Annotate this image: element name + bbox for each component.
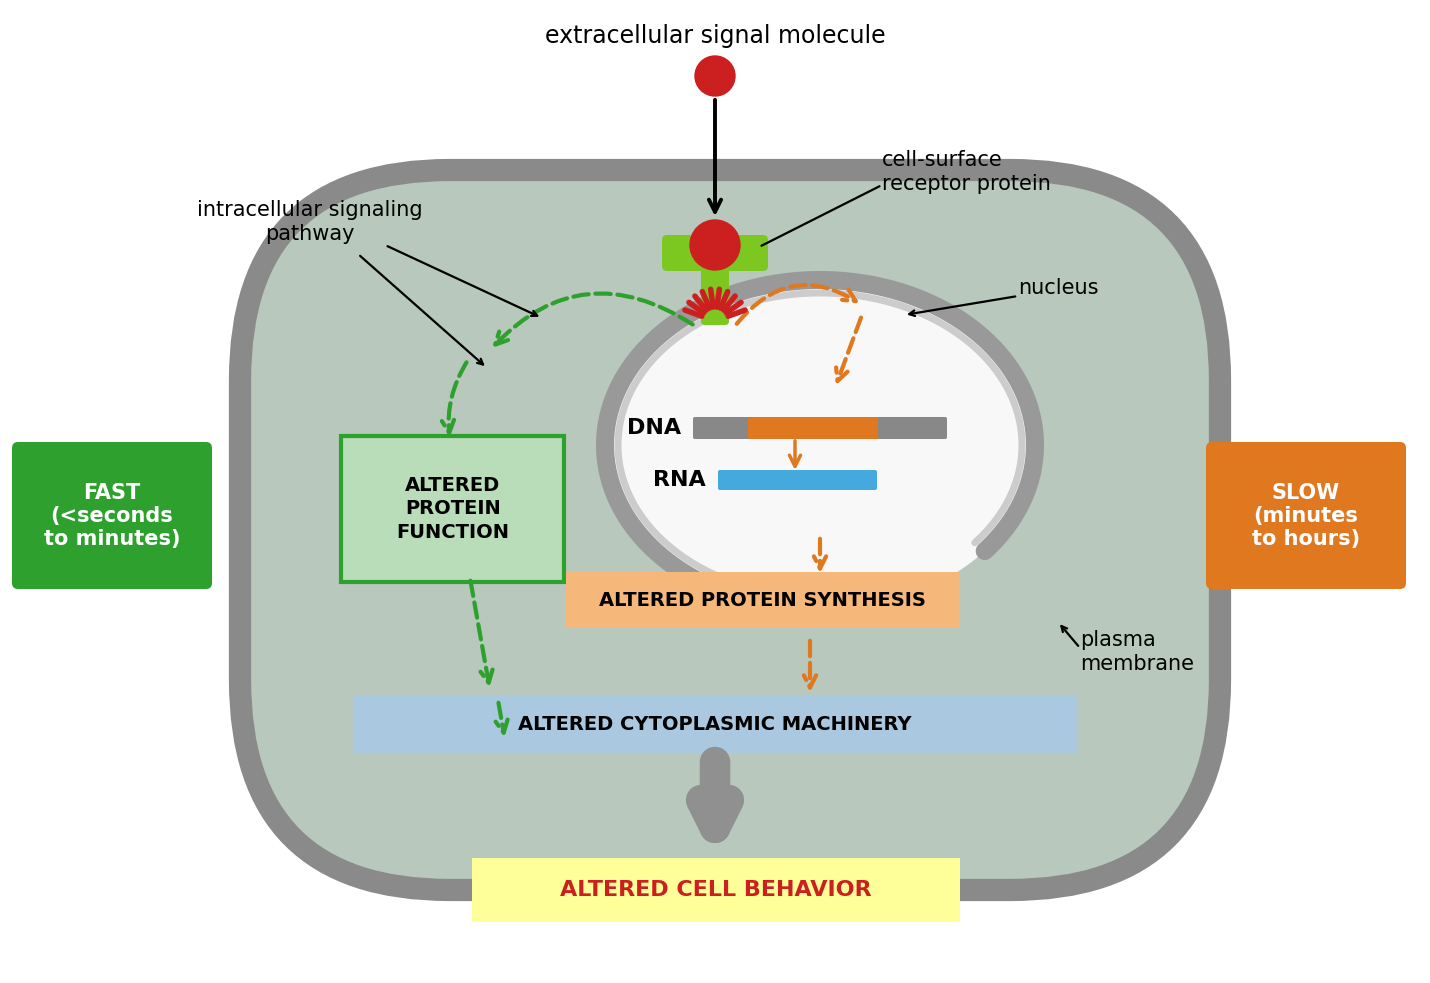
- Text: extracellular signal molecule: extracellular signal molecule: [545, 24, 885, 48]
- FancyBboxPatch shape: [240, 170, 1220, 890]
- FancyBboxPatch shape: [472, 858, 960, 922]
- Text: SLOW
(minutes
to hours): SLOW (minutes to hours): [1251, 483, 1360, 549]
- FancyBboxPatch shape: [340, 436, 563, 582]
- Text: ALTERED CYTOPLASMIC MACHINERY: ALTERED CYTOPLASMIC MACHINERY: [518, 716, 912, 734]
- FancyBboxPatch shape: [712, 235, 768, 271]
- Text: RNA: RNA: [654, 470, 706, 490]
- Text: nucleus: nucleus: [1018, 278, 1098, 298]
- FancyBboxPatch shape: [878, 417, 947, 439]
- FancyBboxPatch shape: [355, 696, 1077, 754]
- Text: ALTERED CELL BEHAVIOR: ALTERED CELL BEHAVIOR: [561, 880, 872, 900]
- Text: FAST
(<seconds
to minutes): FAST (<seconds to minutes): [44, 483, 180, 549]
- FancyBboxPatch shape: [694, 417, 752, 439]
- Circle shape: [691, 220, 739, 270]
- FancyBboxPatch shape: [11, 442, 212, 589]
- FancyBboxPatch shape: [566, 572, 960, 628]
- Text: cell-surface
receptor protein: cell-surface receptor protein: [882, 150, 1051, 194]
- Text: intracellular signaling
pathway: intracellular signaling pathway: [197, 201, 423, 244]
- Ellipse shape: [605, 280, 1035, 610]
- Text: DNA: DNA: [626, 418, 681, 438]
- Text: ALTERED PROTEIN SYNTHESIS: ALTERED PROTEIN SYNTHESIS: [599, 591, 925, 609]
- FancyBboxPatch shape: [718, 470, 877, 490]
- FancyBboxPatch shape: [662, 235, 718, 271]
- FancyBboxPatch shape: [748, 417, 882, 439]
- Circle shape: [695, 56, 735, 96]
- FancyBboxPatch shape: [701, 259, 729, 325]
- FancyBboxPatch shape: [1205, 442, 1406, 589]
- Text: ALTERED
PROTEIN
FUNCTION: ALTERED PROTEIN FUNCTION: [396, 476, 509, 542]
- Text: plasma
membrane: plasma membrane: [1080, 630, 1194, 673]
